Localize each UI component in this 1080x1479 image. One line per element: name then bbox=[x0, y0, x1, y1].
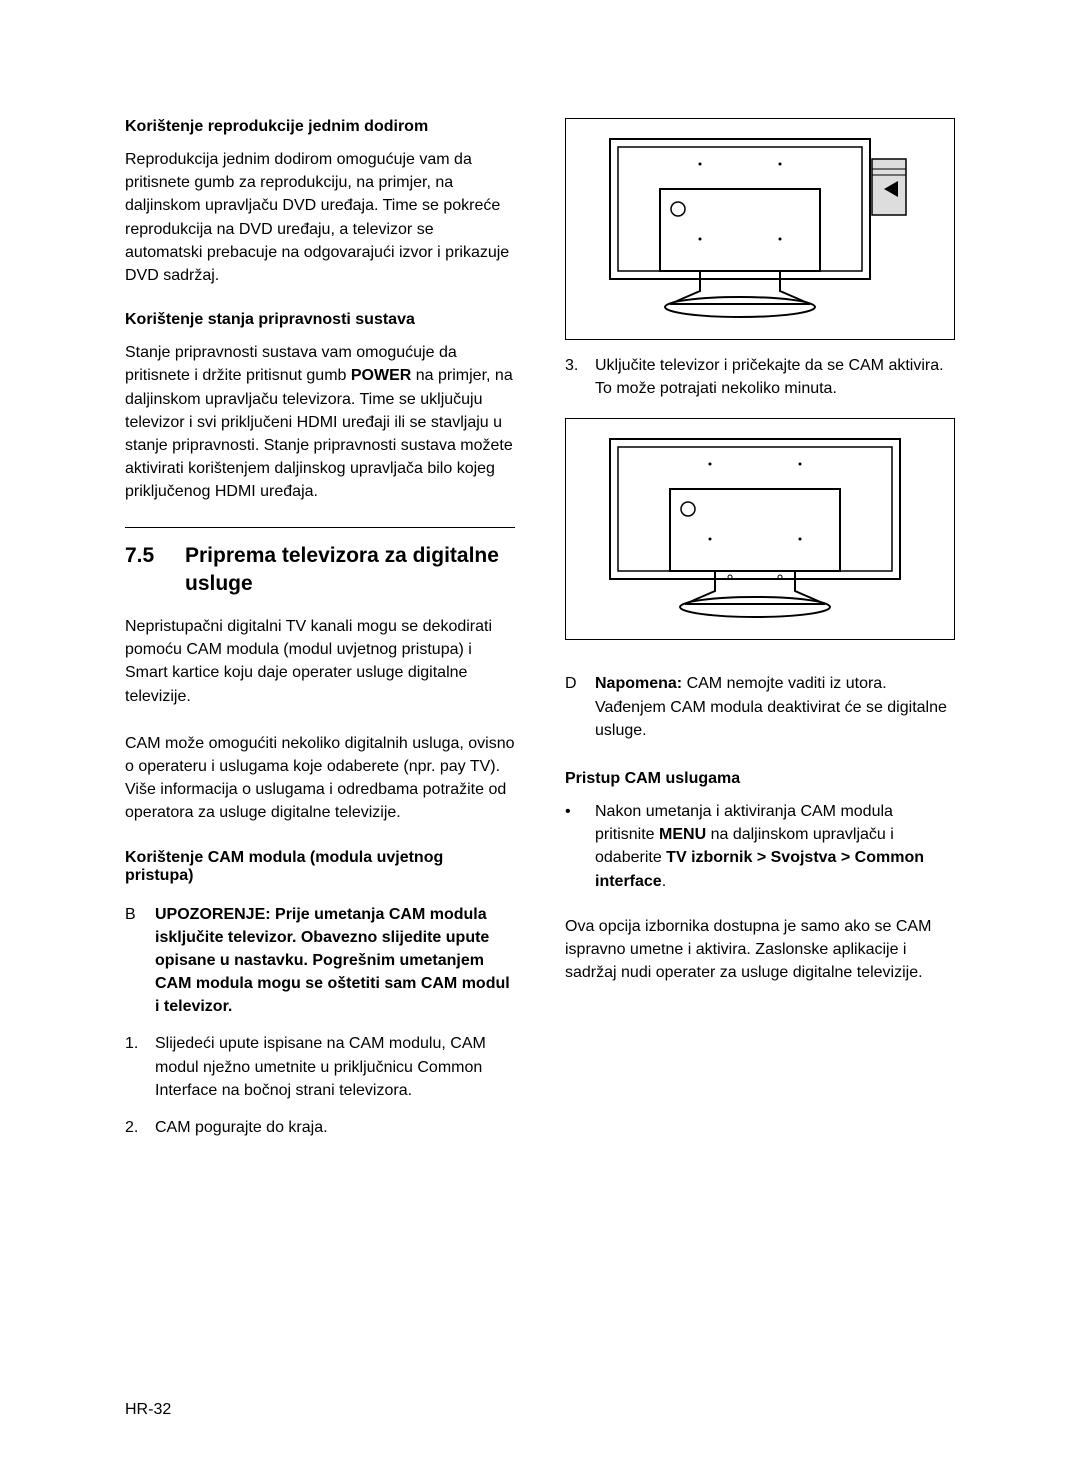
step-2: 2. CAM pogurajte do kraja. bbox=[125, 1116, 515, 1139]
bullet-text-e: . bbox=[662, 873, 666, 890]
para-cam-access-note: Ova opcija izbornika dostupna je samo ak… bbox=[565, 915, 955, 985]
bullet-icon: • bbox=[565, 800, 595, 893]
figure-tv-inserted bbox=[565, 418, 955, 640]
note-label: Napomena: bbox=[595, 675, 682, 692]
step-3: 3. Uključite televizor i pričekajte da s… bbox=[565, 354, 955, 400]
page-footer: HR-32 bbox=[125, 1401, 171, 1419]
step-2-number: 2. bbox=[125, 1116, 155, 1139]
left-column: Korištenje reprodukcije jednim dodirom R… bbox=[125, 118, 515, 1153]
warning-item: B UPOZORENJE: Prije umetanja CAM modula … bbox=[125, 903, 515, 1019]
para-standby: Stanje pripravnosti sustava vam omogućuj… bbox=[125, 341, 515, 503]
step-2-text: CAM pogurajte do kraja. bbox=[155, 1116, 515, 1139]
warning-text: UPOZORENJE: Prije umetanja CAM modula is… bbox=[155, 903, 515, 1019]
menu-label: MENU bbox=[659, 826, 706, 843]
para-cam-services: CAM može omogućiti nekoliko digitalnih u… bbox=[125, 732, 515, 825]
section-rule bbox=[125, 527, 515, 528]
figure-tv-insert bbox=[565, 118, 955, 340]
section-heading: 7.5 Priprema televizora za digitalne usl… bbox=[125, 542, 515, 597]
step-3-text: Uključite televizor i pričekajte da se C… bbox=[595, 354, 955, 400]
section-number: 7.5 bbox=[125, 542, 185, 597]
para-one-touch: Reprodukcija jednim dodirom omogućuje va… bbox=[125, 148, 515, 287]
right-column: 3. Uključite televizor i pričekajte da s… bbox=[565, 118, 955, 1153]
note-text: Napomena: CAM nemojte vaditi iz utora. V… bbox=[595, 672, 955, 742]
warning-icon: B bbox=[125, 903, 155, 1019]
para-standby-c: na primjer, na daljinskom upravljaču tel… bbox=[125, 367, 513, 500]
subheading-cam-access: Pristup CAM uslugama bbox=[565, 770, 955, 788]
section-title: Priprema televizora za digitalne usluge bbox=[185, 542, 515, 597]
step-1: 1. Slijedeći upute ispisane na CAM modul… bbox=[125, 1032, 515, 1102]
para-cam-intro: Nepristupačni digitalni TV kanali mogu s… bbox=[125, 615, 515, 708]
subheading-cam-use: Korištenje CAM modula (modula uvjetnog p… bbox=[125, 849, 515, 885]
power-label: POWER bbox=[351, 367, 411, 384]
note-item: D Napomena: CAM nemojte vaditi iz utora.… bbox=[565, 672, 955, 742]
step-3-number: 3. bbox=[565, 354, 595, 400]
tv-illustration-2-icon bbox=[600, 429, 920, 629]
note-icon: D bbox=[565, 672, 595, 742]
bullet-cam-access: • Nakon umetanja i aktiviranja CAM modul… bbox=[565, 800, 955, 893]
step-1-text: Slijedeći upute ispisane na CAM modulu, … bbox=[155, 1032, 515, 1102]
subheading-standby: Korištenje stanja pripravnosti sustava bbox=[125, 311, 515, 329]
step-1-number: 1. bbox=[125, 1032, 155, 1102]
subheading-one-touch: Korištenje reprodukcije jednim dodirom bbox=[125, 118, 515, 136]
tv-illustration-1-icon bbox=[600, 129, 920, 329]
bullet-text: Nakon umetanja i aktiviranja CAM modula … bbox=[595, 800, 955, 893]
